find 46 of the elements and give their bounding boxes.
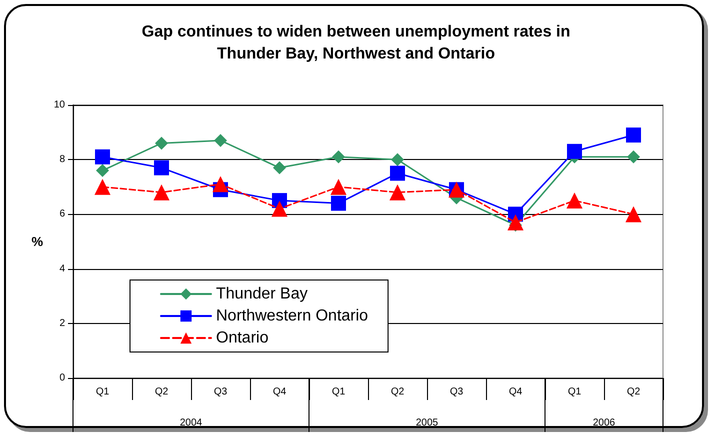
point	[95, 149, 110, 164]
x-tick-label: Q1	[568, 386, 582, 398]
point	[626, 206, 642, 222]
x-tick-label: Q2	[154, 386, 169, 398]
x-tick-label: Q1	[332, 386, 346, 398]
point	[390, 184, 406, 200]
point	[214, 134, 227, 147]
point	[331, 196, 346, 211]
x-tick-label: Q4	[508, 386, 523, 398]
x-tick-label: Q2	[390, 386, 405, 398]
point	[154, 160, 169, 176]
text: 2004	[180, 418, 203, 428]
y-tick-label: 0	[59, 372, 66, 384]
x-tick-label: Q4	[272, 386, 287, 398]
x-tick-label: Q1	[96, 386, 110, 398]
text: 2005	[416, 418, 439, 428]
point	[508, 214, 524, 230]
legend-label: Northwestern Ontario	[216, 308, 368, 324]
y-tick-label: 2	[59, 318, 66, 329]
x-tick-label: Q3	[214, 386, 228, 398]
point	[332, 150, 345, 164]
x-tick-label: Q3	[450, 386, 464, 398]
point	[212, 176, 228, 192]
y-tick-label: 8	[59, 154, 66, 166]
point	[94, 178, 110, 195]
point	[627, 150, 640, 164]
point	[96, 164, 109, 178]
point	[272, 200, 288, 217]
text: 2006	[592, 418, 616, 428]
y-axis-title: %	[31, 234, 44, 249]
legend-label: Thunder Bay	[216, 286, 308, 302]
point	[566, 192, 582, 209]
chart-title: Gap continues to widen between unemployment rates in Thunder Bay, Northwest and Ontario	[142, 24, 570, 62]
point	[155, 136, 168, 150]
y-tick-label: 6	[59, 208, 66, 220]
point	[273, 161, 286, 174]
point	[390, 166, 405, 181]
y-tick-label: 4	[59, 263, 66, 274]
point	[567, 144, 582, 159]
legend-label: Ontario	[216, 330, 269, 346]
point	[391, 153, 404, 166]
point	[330, 178, 346, 195]
x-tick-label: Q2	[626, 386, 641, 398]
point	[154, 184, 170, 200]
y-tick-label: 10	[54, 100, 66, 110]
point	[626, 128, 641, 143]
